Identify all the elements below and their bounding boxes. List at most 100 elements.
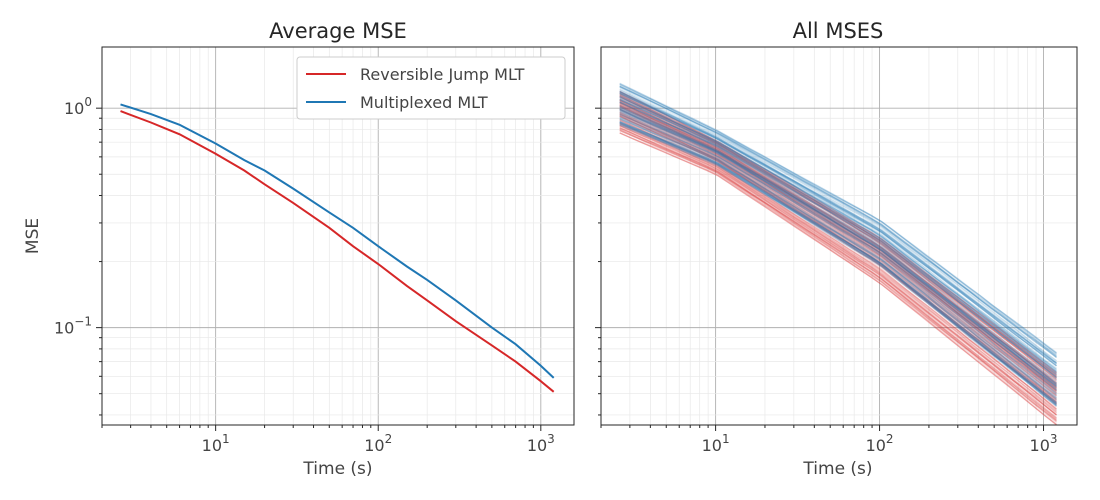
run-line-multiplexed: [619, 124, 1057, 406]
run-line-reversible-jump: [619, 100, 1057, 385]
run-line-multiplexed: [619, 98, 1057, 373]
run-line-multiplexed: [619, 120, 1057, 403]
run-line-reversible-jump: [619, 105, 1057, 392]
run-line-multiplexed: [619, 84, 1057, 356]
run-line-reversible-jump: [619, 120, 1057, 411]
run-line-reversible-jump: [619, 92, 1057, 375]
run-line-multiplexed: [619, 95, 1057, 371]
x-tick-label: 103: [527, 432, 555, 455]
run-line-reversible-jump: [619, 123, 1057, 416]
run-line-reversible-jump: [619, 132, 1057, 426]
run-line-multiplexed: [619, 118, 1057, 401]
run-line-reversible-jump: [619, 114, 1057, 404]
run-line-reversible-jump: [619, 99, 1057, 385]
run-line-reversible-jump: [619, 127, 1057, 421]
run-line-multiplexed: [619, 98, 1057, 374]
run-line-reversible-jump: [619, 119, 1057, 410]
series-line-reversible-jump: [120, 110, 555, 393]
run-line-multiplexed: [619, 116, 1057, 399]
run-line-multiplexed: [619, 121, 1057, 405]
run-line-reversible-jump: [619, 99, 1057, 384]
run-line-reversible-jump: [619, 99, 1057, 385]
run-line-reversible-jump: [619, 115, 1057, 405]
run-line-reversible-jump: [619, 119, 1057, 410]
run-line-multiplexed: [619, 101, 1057, 379]
run-line-multiplexed: [619, 106, 1057, 384]
run-line-multiplexed: [619, 118, 1057, 401]
run-line-reversible-jump: [619, 127, 1057, 420]
run-line-multiplexed: [619, 109, 1057, 390]
run-line-reversible-jump: [619, 92, 1057, 377]
run-line-multiplexed: [619, 89, 1057, 362]
run-line-reversible-jump: [619, 92, 1057, 377]
run-line-reversible-jump: [619, 105, 1057, 392]
run-line-reversible-jump: [619, 123, 1057, 414]
run-line-multiplexed: [619, 112, 1057, 393]
run-line-reversible-jump: [619, 132, 1057, 426]
run-line-reversible-jump: [619, 113, 1057, 403]
run-line-multiplexed: [619, 113, 1057, 394]
run-line-multiplexed: [619, 92, 1057, 367]
legend-box: [296, 56, 566, 120]
run-line-reversible-jump: [619, 130, 1057, 423]
run-line-multiplexed: [619, 91, 1057, 365]
run-line-reversible-jump: [619, 113, 1057, 403]
run-line-multiplexed: [619, 105, 1057, 382]
run-line-multiplexed: [619, 104, 1057, 381]
run-line-multiplexed: [619, 82, 1057, 354]
y-tick-label: 100: [64, 95, 92, 118]
run-line-reversible-jump: [619, 101, 1057, 387]
run-line-multiplexed: [619, 112, 1057, 392]
run-line-multiplexed: [619, 99, 1057, 375]
run-line-multiplexed: [619, 91, 1057, 364]
run-line-multiplexed: [619, 106, 1057, 384]
run-line-reversible-jump: [619, 112, 1057, 402]
run-line-reversible-jump: [619, 102, 1057, 388]
run-line-reversible-jump: [619, 103, 1057, 390]
run-line-reversible-jump: [619, 119, 1057, 410]
run-line-multiplexed: [619, 90, 1057, 364]
run-line-reversible-jump: [619, 95, 1057, 378]
run-line-multiplexed: [619, 116, 1057, 396]
run-line-multiplexed: [619, 110, 1057, 390]
run-line-reversible-jump: [619, 109, 1057, 397]
run-line-reversible-jump: [619, 102, 1057, 387]
run-line-multiplexed: [619, 101, 1057, 377]
run-line-reversible-jump: [619, 125, 1057, 416]
run-line-reversible-jump: [619, 115, 1057, 405]
run-line-reversible-jump: [619, 109, 1057, 397]
run-line-reversible-jump: [619, 132, 1057, 426]
series-group: [619, 82, 1057, 426]
run-line-reversible-jump: [619, 90, 1057, 374]
run-line-reversible-jump: [619, 103, 1057, 389]
run-line-multiplexed: [619, 95, 1057, 372]
run-line-reversible-jump: [619, 115, 1057, 404]
run-line-multiplexed: [619, 107, 1057, 386]
run-line-multiplexed: [619, 108, 1057, 387]
run-line-reversible-jump: [619, 101, 1057, 387]
run-line-multiplexed: [619, 116, 1057, 398]
run-line-reversible-jump: [619, 132, 1057, 425]
run-line-reversible-jump: [619, 114, 1057, 403]
run-line-multiplexed: [619, 90, 1057, 365]
run-line-multiplexed: [619, 101, 1057, 379]
x-axis-label: Time (s): [802, 459, 872, 479]
run-line-multiplexed: [619, 102, 1057, 379]
x-tick-label: 102: [866, 432, 894, 455]
run-line-reversible-jump: [619, 98, 1057, 383]
run-line-reversible-jump: [619, 95, 1057, 379]
run-line-reversible-jump: [619, 108, 1057, 396]
run-line-reversible-jump: [619, 129, 1057, 422]
run-line-multiplexed: [619, 96, 1057, 373]
legend-label-reversible-jump: Reversible Jump MLT: [360, 65, 525, 84]
run-line-reversible-jump: [619, 99, 1057, 386]
run-line-reversible-jump: [619, 96, 1057, 381]
run-line-reversible-jump: [619, 94, 1057, 378]
run-line-multiplexed: [619, 92, 1057, 367]
run-line-reversible-jump: [619, 102, 1057, 389]
run-line-reversible-jump: [619, 110, 1057, 397]
run-line-multiplexed: [619, 106, 1057, 386]
series-group: [120, 103, 555, 393]
run-line-multiplexed: [619, 92, 1057, 366]
